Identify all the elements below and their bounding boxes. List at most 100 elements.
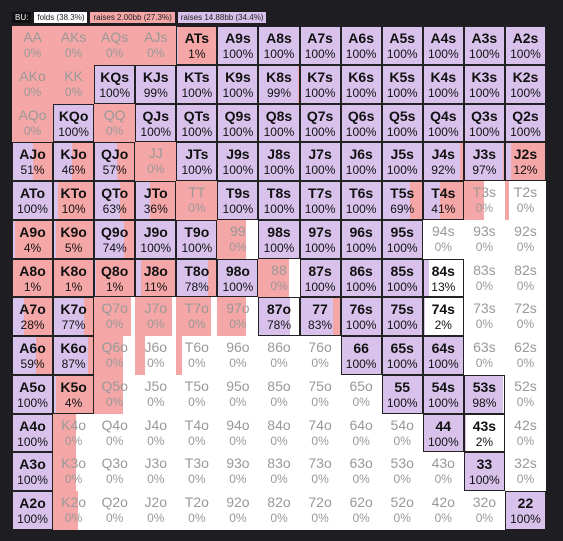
raise-big-bar <box>54 375 56 413</box>
raise-small-bar <box>55 375 94 413</box>
hand-cell: 99 0% <box>217 219 259 259</box>
hand-label: 95o <box>226 377 250 394</box>
hand-label: T4o <box>184 416 209 433</box>
hand-label: 32s <box>514 455 537 472</box>
hand-cell: 22 100% <box>504 491 546 530</box>
hand-percent: 0% <box>229 472 247 487</box>
raise-big-bar <box>54 337 89 374</box>
hand-percent: 0% <box>475 356 494 371</box>
raise-big-bar <box>300 65 340 103</box>
hand-label: 33 <box>476 456 493 473</box>
hand-label: 73o <box>308 455 332 472</box>
hand-label: 63o <box>349 455 373 472</box>
hand-label: T3s <box>472 184 497 201</box>
hand-cell: ATo 100% <box>12 181 54 220</box>
hand-cell: QJo 57% <box>94 142 136 182</box>
hand-label: 64o <box>349 416 373 433</box>
hand-label: J4o <box>144 416 168 433</box>
raise-small-bar <box>94 297 132 337</box>
hand-percent: 0% <box>393 433 411 448</box>
raise-small-bar <box>217 219 247 259</box>
hand-label: AKs <box>60 29 87 45</box>
hand-cell: Q3s 100% <box>463 103 505 143</box>
raise-big-bar <box>13 298 24 336</box>
hand-cell: T8s 100% <box>258 181 300 220</box>
raise-big-bar <box>341 182 381 219</box>
hand-percent: 0% <box>516 239 535 254</box>
raise-big-bar <box>177 259 208 297</box>
hand-label: QQ <box>103 106 126 123</box>
raise-small-bar <box>95 259 135 297</box>
hand-label: 93o <box>226 455 250 472</box>
hand-cell: T3s 0% <box>463 181 505 220</box>
hand-percent: 100% <box>386 279 418 294</box>
hand-label: A5o <box>19 378 46 395</box>
hand-cell: AQs 0% <box>94 26 136 65</box>
hand-cell: 83s 0% <box>463 258 505 298</box>
hand-percent: 0% <box>311 356 329 371</box>
hand-percent: 98% <box>472 395 497 410</box>
hand-percent: 0% <box>106 46 124 60</box>
hand-percent: 0% <box>23 46 42 60</box>
hand-cell: 98o 100% <box>217 258 259 298</box>
hand-cell: K6o 87% <box>53 336 95 375</box>
raise-big-bar <box>177 143 217 181</box>
raise-big-bar <box>259 65 299 103</box>
hand-cell: K8o 1% <box>53 258 95 298</box>
hand-percent: 92% <box>431 163 456 178</box>
hand-cell: J4o 0% <box>135 413 177 453</box>
hand-percent: 0% <box>311 511 329 526</box>
hand-cell: 42o 0% <box>422 491 464 530</box>
raise-small-bar <box>510 143 545 181</box>
hand-percent: 100% <box>17 473 48 488</box>
raise-big-bar <box>13 182 53 219</box>
raise-big-bar <box>136 259 141 297</box>
hand-cell: A7o 28% <box>12 297 54 337</box>
hand-cell: ATs 1% <box>176 26 218 65</box>
raise-small-bar <box>12 64 54 104</box>
hand-label: Q3s <box>471 107 498 124</box>
hand-cell: J9o 100% <box>135 219 177 259</box>
hand-percent: 83% <box>308 318 333 333</box>
hand-cell: Q6o 0% <box>94 336 136 375</box>
raise-big-bar <box>218 104 258 142</box>
hand-label: ATo <box>19 185 46 202</box>
raise-big-bar <box>505 104 545 142</box>
raise-small-bar <box>463 181 485 220</box>
hand-percent: 0% <box>147 162 165 177</box>
hand-percent: 100% <box>99 85 131 100</box>
hand-label: 54o <box>390 416 414 433</box>
hand-percent: 100% <box>386 318 418 333</box>
hand-cell: 97s 100% <box>299 219 341 259</box>
raise-small-bar <box>94 26 136 65</box>
hand-percent: 100% <box>17 512 48 527</box>
hand-label: 63s <box>473 339 496 356</box>
hand-label: 53s <box>472 378 497 395</box>
raise-big-bar <box>423 182 440 219</box>
hand-percent: 0% <box>106 472 124 487</box>
hand-label: T6o <box>184 339 209 356</box>
hand-percent: 2% <box>475 434 494 449</box>
hand-cell: KJs 99% <box>135 64 177 104</box>
hand-label: 72s <box>514 300 537 317</box>
raise-small-bar <box>88 337 94 374</box>
raise-small-bar <box>57 182 94 219</box>
hand-cell: KQs 100% <box>94 64 136 104</box>
hand-percent: 0% <box>434 239 452 254</box>
hand-percent: 0% <box>23 123 42 138</box>
hand-label: Q4o <box>101 416 128 433</box>
hand-label: 77 <box>312 301 328 318</box>
hand-label: 98o <box>225 262 250 279</box>
hand-cell: 72o 0% <box>299 491 341 530</box>
hand-label: 97s <box>308 223 332 240</box>
raise-big-bar <box>218 27 258 64</box>
hand-cell: T7s 100% <box>299 181 341 220</box>
hand-label: 87o <box>266 301 292 318</box>
hand-label: J8o <box>143 262 168 279</box>
hand-label: 65s <box>390 340 414 357</box>
hand-cell: T4o 0% <box>176 413 218 453</box>
hand-percent: 100% <box>263 202 295 217</box>
hand-percent: 0% <box>475 511 494 526</box>
hand-label: 93s <box>473 222 496 239</box>
